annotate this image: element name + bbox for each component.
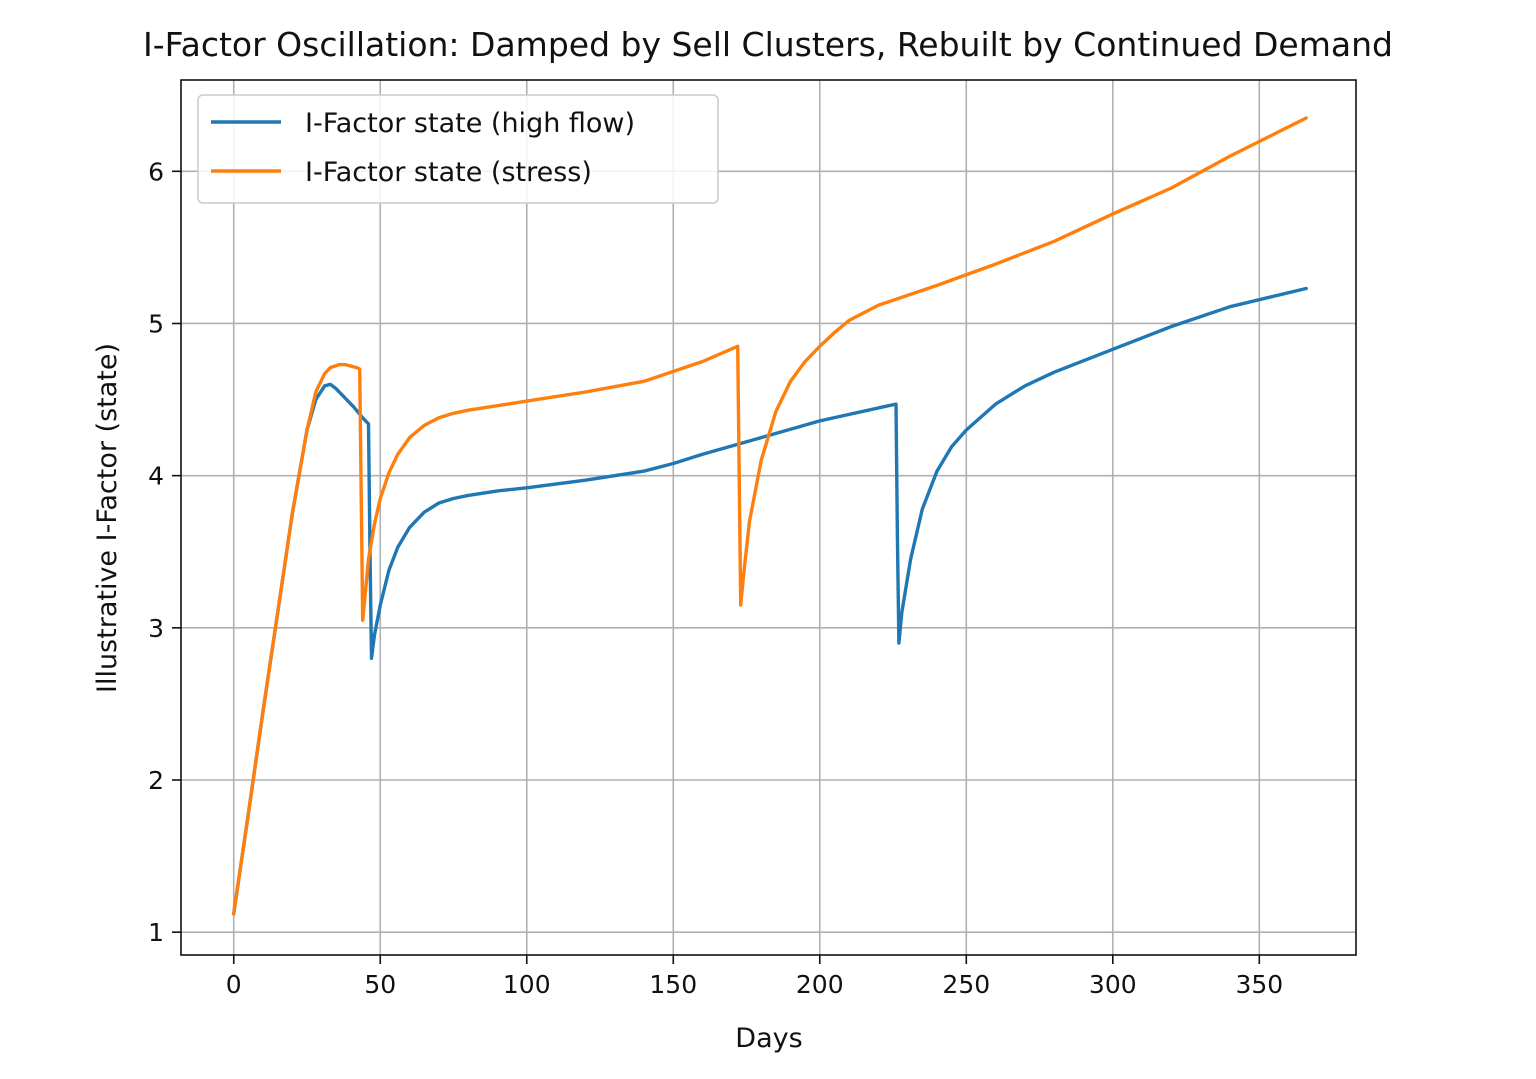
x-tick-label: 150	[649, 970, 697, 999]
y-tick-label: 6	[148, 157, 164, 186]
legend-label-1: I-Factor state (stress)	[305, 157, 592, 188]
series-line-1	[231, 116, 1308, 916]
y-tick-label: 4	[148, 462, 164, 491]
y-tick-label: 1	[148, 918, 164, 947]
x-tick-label: 200	[796, 970, 844, 999]
legend: I-Factor state (high flow) I-Factor state…	[197, 94, 719, 204]
series-lines	[231, 116, 1308, 916]
legend-label-0: I-Factor state (high flow)	[305, 108, 635, 139]
x-tick-label: 350	[1235, 970, 1283, 999]
series-line-0	[231, 286, 1308, 916]
x-tick-label: 50	[364, 970, 396, 999]
legend-box	[197, 94, 719, 204]
grid-lines	[181, 80, 1356, 955]
y-axis-label: Illustrative I-Factor (state)	[92, 343, 123, 693]
axis-ticks: 0 50 100 150 200 250 300 350 1 2 3 4 5 6	[148, 157, 1283, 999]
x-axis-label: Days	[735, 1023, 802, 1054]
x-tick-label: 300	[1089, 970, 1137, 999]
y-tick-label: 2	[148, 766, 164, 795]
x-tick-label: 0	[226, 970, 242, 999]
y-tick-label: 5	[148, 309, 164, 338]
x-tick-label: 250	[942, 970, 990, 999]
chart-title: I-Factor Oscillation: Damped by Sell Clu…	[143, 25, 1393, 64]
y-tick-label: 3	[148, 614, 164, 643]
x-tick-label: 100	[503, 970, 551, 999]
plot-frame	[180, 79, 1357, 956]
